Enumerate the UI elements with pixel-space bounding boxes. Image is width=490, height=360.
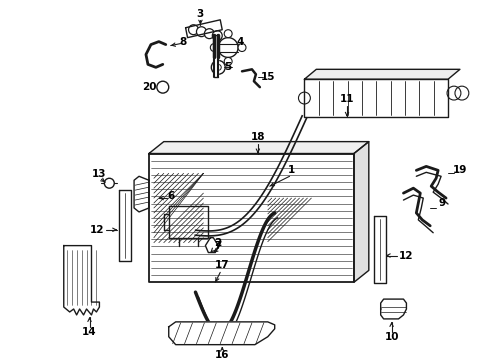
Text: 12: 12: [398, 251, 413, 261]
Text: 1: 1: [288, 165, 295, 175]
Polygon shape: [149, 153, 354, 282]
Circle shape: [298, 92, 310, 104]
Text: 8: 8: [179, 37, 186, 46]
Polygon shape: [149, 141, 369, 153]
Text: 5: 5: [224, 62, 232, 72]
Polygon shape: [304, 69, 460, 79]
Circle shape: [157, 81, 169, 93]
Polygon shape: [64, 246, 99, 315]
Text: 18: 18: [250, 132, 265, 142]
Circle shape: [196, 27, 206, 37]
Text: 15: 15: [261, 72, 275, 82]
Circle shape: [210, 44, 218, 51]
Text: 3: 3: [197, 9, 204, 19]
Text: 11: 11: [340, 94, 354, 104]
Polygon shape: [169, 206, 208, 238]
Circle shape: [104, 178, 114, 188]
Circle shape: [224, 30, 232, 38]
Polygon shape: [169, 322, 275, 345]
Polygon shape: [374, 216, 386, 283]
Polygon shape: [304, 79, 448, 117]
Circle shape: [211, 60, 225, 74]
Polygon shape: [134, 176, 149, 212]
Polygon shape: [354, 141, 369, 282]
Polygon shape: [214, 35, 218, 77]
Text: 20: 20: [142, 82, 156, 92]
Text: 13: 13: [92, 169, 107, 179]
Polygon shape: [119, 190, 131, 261]
Circle shape: [212, 31, 222, 41]
Polygon shape: [205, 238, 218, 253]
Text: 10: 10: [384, 332, 399, 342]
Text: 19: 19: [453, 165, 467, 175]
Text: 12: 12: [90, 225, 104, 235]
Text: 16: 16: [215, 350, 229, 360]
Text: 2: 2: [214, 238, 221, 248]
Circle shape: [204, 29, 214, 39]
Text: 6: 6: [167, 191, 174, 201]
Text: 14: 14: [82, 327, 97, 337]
Polygon shape: [381, 299, 406, 319]
Text: 4: 4: [236, 37, 244, 46]
Circle shape: [218, 38, 238, 58]
Text: 9: 9: [438, 198, 445, 208]
Circle shape: [238, 44, 246, 51]
Text: 7: 7: [215, 240, 222, 251]
Circle shape: [189, 25, 198, 35]
Circle shape: [224, 58, 232, 66]
Text: 17: 17: [215, 260, 229, 270]
